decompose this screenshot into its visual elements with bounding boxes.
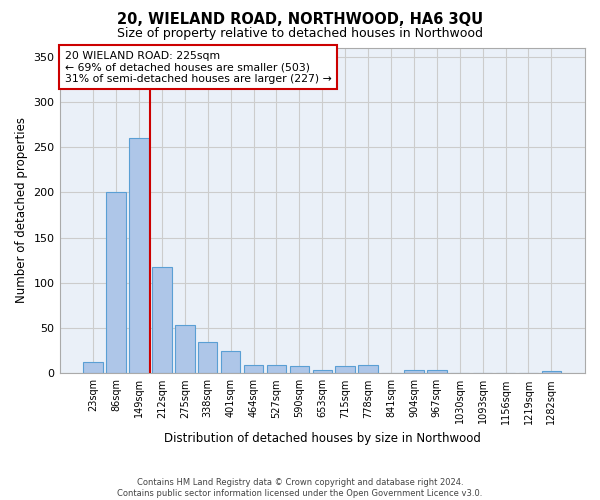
Bar — [221, 350, 241, 374]
Text: Size of property relative to detached houses in Northwood: Size of property relative to detached ho… — [117, 28, 483, 40]
Bar — [290, 366, 309, 374]
X-axis label: Distribution of detached houses by size in Northwood: Distribution of detached houses by size … — [164, 432, 481, 445]
Bar — [404, 370, 424, 374]
Bar — [244, 365, 263, 374]
Bar — [152, 266, 172, 374]
Bar — [542, 370, 561, 374]
Bar — [358, 365, 378, 374]
Text: 20 WIELAND ROAD: 225sqm
← 69% of detached houses are smaller (503)
31% of semi-d: 20 WIELAND ROAD: 225sqm ← 69% of detache… — [65, 51, 332, 84]
Bar — [335, 366, 355, 374]
Text: 20, WIELAND ROAD, NORTHWOOD, HA6 3QU: 20, WIELAND ROAD, NORTHWOOD, HA6 3QU — [117, 12, 483, 28]
Y-axis label: Number of detached properties: Number of detached properties — [15, 118, 28, 304]
Bar — [313, 370, 332, 374]
Bar — [106, 192, 126, 374]
Text: Contains HM Land Registry data © Crown copyright and database right 2024.
Contai: Contains HM Land Registry data © Crown c… — [118, 478, 482, 498]
Bar — [129, 138, 149, 374]
Bar — [83, 362, 103, 374]
Bar — [267, 365, 286, 374]
Bar — [198, 342, 217, 374]
Bar — [175, 326, 194, 374]
Bar — [427, 370, 446, 374]
